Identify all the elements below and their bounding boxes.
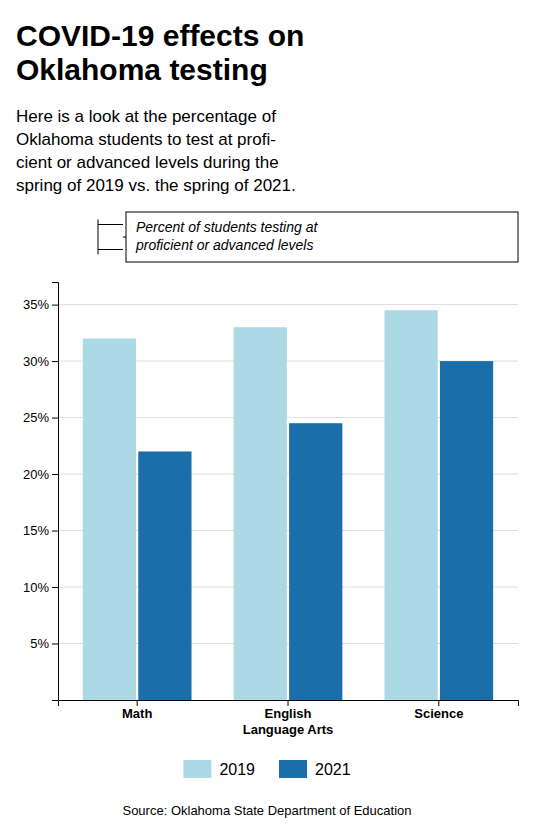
bar-series	[138, 361, 493, 700]
y-tick-mark	[52, 587, 58, 588]
y-tick-label: 25%	[23, 410, 49, 425]
x-tick-label-line: Language Arts	[243, 722, 334, 737]
annotation-bracket	[98, 249, 123, 250]
plot: 5% 10% 15% 20% 25% 30% 35% Math EnglishLanguage …	[23, 283, 519, 737]
y-tick: 5%	[30, 636, 58, 651]
y-tick-mark	[52, 305, 58, 306]
y-tick-mark	[52, 474, 58, 475]
subtitle-line: Oklahoma students to test at profi-	[16, 130, 276, 149]
annotation: Percent of students testing at proficient…	[135, 219, 318, 253]
bar	[83, 338, 136, 700]
annotation-group: Percent of students testing at proficient…	[98, 212, 518, 262]
y-tick: 15%	[23, 523, 58, 538]
y-axis-line	[52, 283, 59, 701]
annotation-box	[126, 212, 518, 262]
y-tick-mark	[52, 418, 58, 419]
annotation-bracket	[98, 224, 123, 225]
bars	[83, 310, 493, 700]
legend: 2019 2021	[183, 760, 350, 778]
bar	[384, 310, 437, 700]
x-tick-mark	[288, 700, 289, 706]
y-tick-label: 20%	[23, 467, 49, 482]
annotation-line: Percent of students testing at	[136, 219, 318, 235]
legend-item: 2019	[183, 760, 255, 778]
x-axis: Math EnglishLanguage Arts Science	[59, 700, 519, 737]
x-tick-label-line: Science	[414, 706, 463, 721]
x-tick: EnglishLanguage Arts	[243, 700, 334, 737]
title-line: COVID-19 effects on	[16, 19, 304, 52]
y-tick: 25%	[23, 410, 58, 425]
y-tick-mark	[52, 531, 58, 532]
y-tick-mark	[52, 361, 58, 362]
grid-line	[58, 304, 518, 305]
title-line: Oklahoma testing	[16, 53, 268, 86]
legend-swatch	[279, 760, 307, 778]
x-tick-label-line: Math	[122, 706, 152, 721]
x-tick-label: EnglishLanguage Arts	[243, 706, 334, 737]
chart-root: COVID-19 effects onOklahoma testing Here …	[0, 0, 534, 831]
legend-label: 2021	[315, 761, 351, 778]
bar	[234, 327, 287, 700]
x-tick-label: Science	[414, 706, 463, 721]
subtitle-line: Here is a look at the percentage of	[16, 107, 276, 126]
subtitle: Here is a look at the percentage of Oklah…	[16, 107, 296, 195]
bar	[138, 451, 191, 700]
y-tick-mark	[52, 644, 58, 645]
title: COVID-19 effects onOklahoma testing	[16, 19, 304, 86]
y-tick: 30%	[23, 354, 58, 369]
x-tick-mark	[137, 700, 138, 706]
bar	[289, 423, 342, 700]
x-tick: Science	[414, 700, 463, 721]
bar	[440, 361, 493, 700]
legend-item: 2021	[279, 760, 351, 778]
subtitle-line: cient or advanced levels during the	[16, 153, 279, 172]
annotation-line: proficient or advanced levels	[135, 237, 313, 253]
x-tick: Math	[122, 700, 152, 721]
x-tick-label: Math	[122, 706, 152, 721]
subtitle-line: spring of 2019 vs. the spring of 2021.	[16, 176, 296, 195]
y-tick: 10%	[23, 580, 58, 595]
bar-series	[83, 310, 438, 700]
x-tick-label-line: English	[265, 706, 312, 721]
annotation-bracket	[123, 237, 126, 238]
y-tick-label: 5%	[30, 636, 49, 651]
x-tick-mark	[438, 700, 439, 706]
legend-label: 2019	[219, 761, 255, 778]
y-tick-label: 15%	[23, 523, 49, 538]
source: Source: Oklahoma State Department of Edu…	[122, 803, 411, 818]
y-tick-label: 30%	[23, 354, 49, 369]
y-axis: 5% 10% 15% 20% 25% 30% 35%	[23, 283, 59, 701]
y-tick-label: 10%	[23, 580, 49, 595]
y-tick: 20%	[23, 467, 58, 482]
legend-swatch	[183, 760, 211, 778]
y-tick-label: 35%	[23, 297, 49, 312]
y-tick: 35%	[23, 297, 58, 312]
x-axis-line	[59, 701, 519, 707]
